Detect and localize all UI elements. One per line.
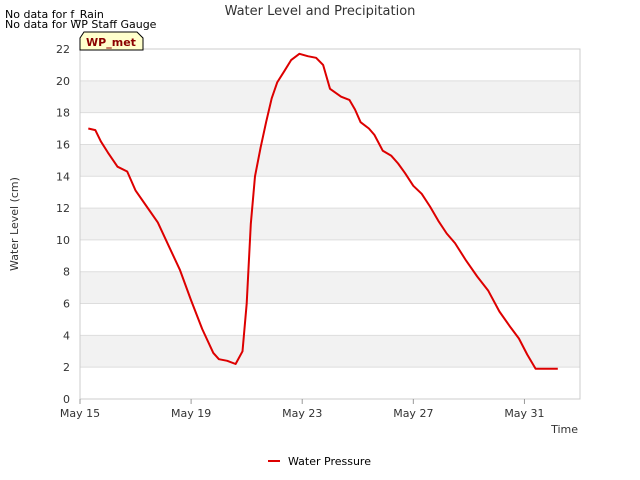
- grid-band: [80, 144, 580, 177]
- y-tick-label: 16: [56, 138, 70, 151]
- y-axis-label: Water Level (cm): [8, 177, 21, 271]
- y-tick-label: 2: [63, 361, 70, 374]
- grid-band: [80, 271, 580, 304]
- station-badge: WP_met: [79, 31, 144, 51]
- grid-band: [80, 208, 580, 240]
- x-tick-label: May 27: [393, 407, 433, 420]
- chart-title: Water Level and Precipitation: [225, 4, 416, 19]
- x-tick-label: May 31: [504, 407, 544, 420]
- badge-label: WP_met: [86, 36, 136, 49]
- series-line-water-pressure: [88, 52, 558, 370]
- y-tick-label: 12: [56, 202, 70, 215]
- y-tick-label: 4: [63, 329, 70, 342]
- series-group: [88, 52, 558, 370]
- x-tick-label: May 15: [60, 407, 100, 420]
- no-data-staff-gauge-note: No data for WP Staff Gauge: [5, 18, 157, 31]
- y-axis-ticks: 0 2 4 6 8 10 12 14 16 18 20 22: [56, 43, 70, 406]
- no-data-rain-note: No data for f_Rain: [5, 8, 104, 21]
- y-tick-label: 6: [63, 298, 70, 311]
- y-tick-label: 8: [63, 266, 70, 279]
- plot-frame: [79, 48, 581, 400]
- y-tick-label: 18: [56, 107, 70, 120]
- x-axis-label: Time: [550, 423, 578, 436]
- y-tick-label: 10: [56, 234, 70, 247]
- legend-label-water-pressure: Water Pressure: [288, 455, 371, 468]
- grid-band: [80, 335, 580, 368]
- x-tick-label: May 19: [171, 407, 211, 420]
- y-tick-label: 22: [56, 43, 70, 56]
- legend: Water Pressure: [268, 455, 371, 468]
- badge-shape: [79, 31, 144, 51]
- x-axis-ticks: May 15 May 19 May 23 May 27 May 31: [60, 399, 545, 420]
- y-tick-label: 20: [56, 75, 70, 88]
- y-tick-label: 14: [56, 170, 70, 183]
- y-tick-label: 0: [63, 393, 70, 406]
- grid-bands: [80, 80, 580, 368]
- x-tick-label: May 23: [282, 407, 322, 420]
